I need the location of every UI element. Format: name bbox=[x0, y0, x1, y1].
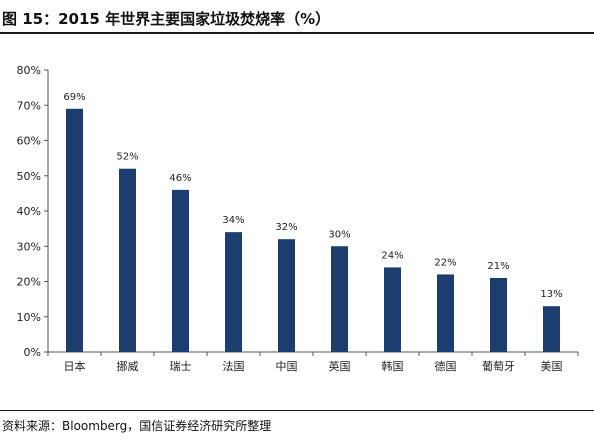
y-tick-label: 50% bbox=[17, 170, 41, 183]
y-tick-label: 40% bbox=[17, 205, 41, 218]
bar bbox=[172, 189, 189, 352]
x-tick-label: 英国 bbox=[329, 359, 351, 373]
data-label: 69% bbox=[63, 92, 85, 103]
x-axis: 日本 挪威 瑞士 法国 中国 英国 韩国 德国 葡萄牙 美国 bbox=[47, 351, 579, 373]
x-tick-label: 韩国 bbox=[382, 359, 404, 373]
x-tick-label: 中国 bbox=[276, 360, 298, 373]
data-label: 21% bbox=[487, 261, 509, 272]
figure-footer: 资料来源：Bloomberg，国信证券经济研究所整理 bbox=[0, 410, 594, 440]
bar bbox=[331, 246, 348, 352]
bar bbox=[66, 108, 83, 353]
bar bbox=[278, 239, 295, 352]
y-tick-label: 70% bbox=[17, 99, 41, 112]
y-tick-label: 30% bbox=[17, 240, 41, 253]
data-label: 52% bbox=[116, 152, 138, 163]
x-tick-label: 挪威 bbox=[117, 359, 139, 373]
y-tick-label: 10% bbox=[17, 311, 41, 324]
data-label: 22% bbox=[434, 257, 456, 268]
data-labels-group: 69% 52% 46% 34% 32% 30% 24% 22% 21% 13% bbox=[63, 92, 562, 300]
bar bbox=[490, 277, 507, 352]
source-note: 资料来源：Bloomberg，国信证券经济研究所整理 bbox=[2, 419, 272, 433]
bars-group bbox=[66, 108, 560, 353]
figure-title: 图 15：2015 年世界主要国家垃圾焚烧率（%） bbox=[2, 10, 331, 28]
data-label: 24% bbox=[381, 250, 403, 261]
y-tick-label: 80% bbox=[17, 64, 41, 77]
x-tick-label: 美国 bbox=[541, 360, 563, 373]
data-label: 32% bbox=[275, 222, 297, 233]
bar bbox=[384, 267, 401, 352]
x-tick-label: 法国 bbox=[223, 359, 245, 373]
y-tick-label: 20% bbox=[17, 276, 41, 289]
data-label: 46% bbox=[169, 173, 191, 184]
bar bbox=[437, 274, 454, 352]
y-tick-label: 60% bbox=[17, 135, 41, 148]
y-axis: 0% 10% 20% 30% 40% 50% 60% 70% 80% bbox=[17, 64, 49, 359]
data-label: 34% bbox=[222, 215, 244, 226]
figure-header: 图 15：2015 年世界主要国家垃圾焚烧率（%） bbox=[0, 0, 594, 34]
data-label: 13% bbox=[540, 289, 562, 300]
y-tick-label: 0% bbox=[24, 346, 41, 359]
x-tick-label: 葡萄牙 bbox=[482, 360, 515, 373]
x-tick-label: 德国 bbox=[435, 359, 457, 373]
x-tick-label: 日本 bbox=[64, 359, 86, 373]
bar bbox=[225, 232, 242, 352]
bar-chart: 0% 10% 20% 30% 40% 50% 60% 70% 80% 日本 挪威 瑞士 法国 中国 英国 韩… bbox=[17, 64, 579, 373]
x-tick-label: 瑞士 bbox=[170, 359, 192, 373]
data-label: 30% bbox=[328, 229, 350, 240]
bar bbox=[543, 306, 560, 352]
bar bbox=[119, 168, 136, 352]
